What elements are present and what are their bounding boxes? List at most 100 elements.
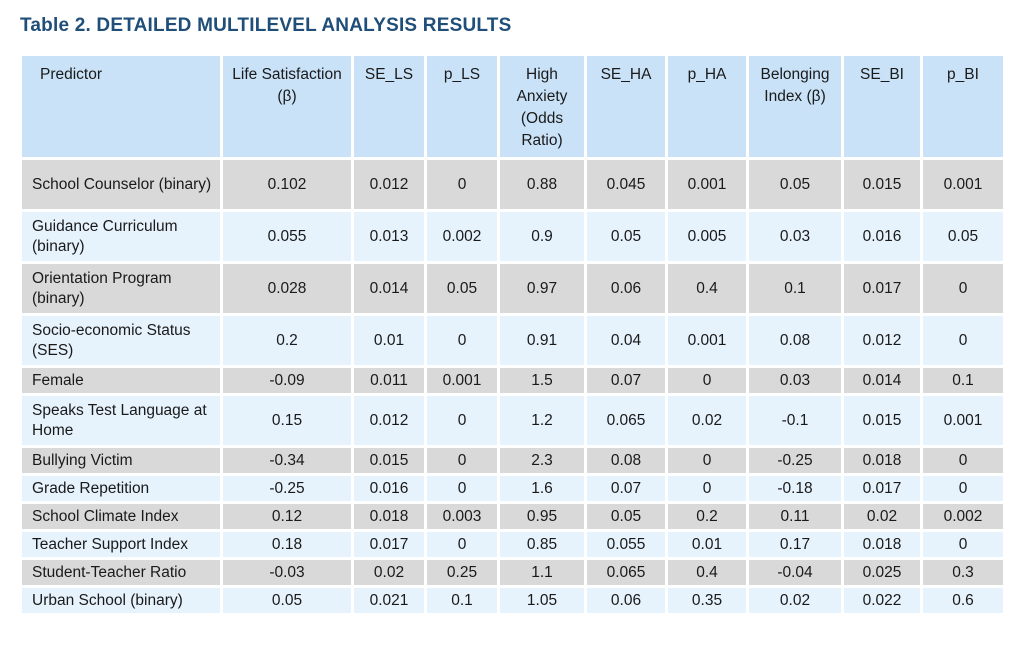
header-predictor: Predictor [22,56,220,157]
cell-high-anxiety: 2.3 [500,448,584,473]
cell-high-anxiety: 0.95 [500,504,584,529]
cell-se-ha: 0.06 [587,588,665,613]
cell-belonging-index: 0.03 [749,368,841,393]
results-table: Predictor Life Satisfaction (β) SE_LS p_… [19,53,1006,616]
cell-life-satisfaction: 0.102 [223,160,351,209]
cell-belonging-index: 0.03 [749,212,841,261]
table-row: Urban School (binary) 0.05 0.021 0.1 1.05 0.0… [22,588,1003,613]
header-se-ls: SE_LS [354,56,424,157]
cell-belonging-index: -0.1 [749,396,841,445]
cell-se-ls: 0.013 [354,212,424,261]
cell-high-anxiety: 1.5 [500,368,584,393]
cell-life-satisfaction: -0.09 [223,368,351,393]
cell-se-ha: 0.07 [587,476,665,501]
cell-predictor: Orientation Program (binary) [22,264,220,313]
cell-high-anxiety: 1.6 [500,476,584,501]
header-high-anxiety: High Anxiety (Odds Ratio) [500,56,584,157]
table-title: Table 2. DETAILED MULTILEVEL ANALYSIS RE… [20,15,512,36]
cell-p-ls: 0 [427,532,497,557]
cell-predictor: Female [22,368,220,393]
cell-p-ls: 0 [427,396,497,445]
cell-high-anxiety: 0.91 [500,316,584,365]
cell-se-bi: 0.018 [844,448,920,473]
cell-se-ha: 0.07 [587,368,665,393]
table-row: School Counselor (binary) 0.102 0.012 0 0.88… [22,160,1003,209]
cell-se-bi: 0.015 [844,396,920,445]
cell-p-bi: 0 [923,532,1003,557]
cell-predictor: School Counselor (binary) [22,160,220,209]
cell-p-ha: 0.2 [668,504,746,529]
cell-p-ha: 0.005 [668,212,746,261]
cell-high-anxiety: 1.1 [500,560,584,585]
table-row: Female -0.09 0.011 0.001 1.5 0.07 0 0.03 0.014 0.… [22,368,1003,393]
cell-p-ls: 0 [427,476,497,501]
cell-high-anxiety: 0.9 [500,212,584,261]
cell-life-satisfaction: -0.03 [223,560,351,585]
cell-predictor: Urban School (binary) [22,588,220,613]
cell-se-ls: 0.021 [354,588,424,613]
cell-se-ls: 0.011 [354,368,424,393]
cell-life-satisfaction: 0.18 [223,532,351,557]
cell-p-ls: 0 [427,316,497,365]
table-row: Speaks Test Language at Home 0.15 0.012 0 1.… [22,396,1003,445]
cell-p-ha: 0.35 [668,588,746,613]
table-row: Bullying Victim -0.34 0.015 0 2.3 0.08 0 -0.25 0… [22,448,1003,473]
cell-life-satisfaction: 0.028 [223,264,351,313]
table-row: Orientation Program (binary) 0.028 0.014 0.… [22,264,1003,313]
cell-p-bi: 0.1 [923,368,1003,393]
cell-p-ls: 0.003 [427,504,497,529]
cell-life-satisfaction: 0.05 [223,588,351,613]
cell-se-ls: 0.014 [354,264,424,313]
cell-p-bi: 0 [923,316,1003,365]
cell-se-bi: 0.016 [844,212,920,261]
cell-high-anxiety: 0.88 [500,160,584,209]
cell-se-ha: 0.05 [587,212,665,261]
cell-life-satisfaction: 0.15 [223,396,351,445]
cell-predictor: Bullying Victim [22,448,220,473]
cell-p-ha: 0.4 [668,264,746,313]
cell-se-ls: 0.018 [354,504,424,529]
cell-p-ls: 0.05 [427,264,497,313]
cell-p-ha: 0.01 [668,532,746,557]
cell-high-anxiety: 1.05 [500,588,584,613]
cell-se-ha: 0.055 [587,532,665,557]
cell-se-bi: 0.02 [844,504,920,529]
header-life-satisfaction: Life Satisfaction (β) [223,56,351,157]
cell-p-bi: 0.001 [923,396,1003,445]
cell-belonging-index: 0.1 [749,264,841,313]
cell-p-ls: 0.002 [427,212,497,261]
cell-se-ha: 0.06 [587,264,665,313]
cell-predictor: Student-Teacher Ratio [22,560,220,585]
cell-belonging-index: 0.02 [749,588,841,613]
cell-p-ls: 0.001 [427,368,497,393]
cell-p-ha: 0 [668,368,746,393]
header-row: Predictor Life Satisfaction (β) SE_LS p_… [22,56,1003,157]
cell-se-bi: 0.012 [844,316,920,365]
table-row: Grade Repetition -0.25 0.016 0 1.6 0.07 0 -0.18… [22,476,1003,501]
table-row: Guidance Curriculum (binary) 0.055 0.013 0.… [22,212,1003,261]
table-row: Socio-economic Status (SES) 0.2 0.01 0 0.91 0… [22,316,1003,365]
cell-p-ha: 0.001 [668,316,746,365]
header-p-ls: p_LS [427,56,497,157]
cell-se-ha: 0.065 [587,396,665,445]
cell-se-ha: 0.08 [587,448,665,473]
cell-p-ls: 0 [427,160,497,209]
cell-se-ha: 0.04 [587,316,665,365]
cell-se-ha: 0.065 [587,560,665,585]
cell-p-ha: 0 [668,448,746,473]
cell-p-bi: 0.05 [923,212,1003,261]
cell-p-bi: 0.001 [923,160,1003,209]
cell-se-bi: 0.018 [844,532,920,557]
cell-belonging-index: 0.11 [749,504,841,529]
cell-se-bi: 0.015 [844,160,920,209]
header-p-bi: p_BI [923,56,1003,157]
cell-high-anxiety: 1.2 [500,396,584,445]
cell-p-bi: 0 [923,476,1003,501]
cell-p-ls: 0.25 [427,560,497,585]
cell-se-ls: 0.016 [354,476,424,501]
cell-se-bi: 0.022 [844,588,920,613]
cell-se-ls: 0.015 [354,448,424,473]
cell-p-bi: 0 [923,448,1003,473]
cell-belonging-index: 0.17 [749,532,841,557]
table-row: Teacher Support Index 0.18 0.017 0 0.85 0.055… [22,532,1003,557]
